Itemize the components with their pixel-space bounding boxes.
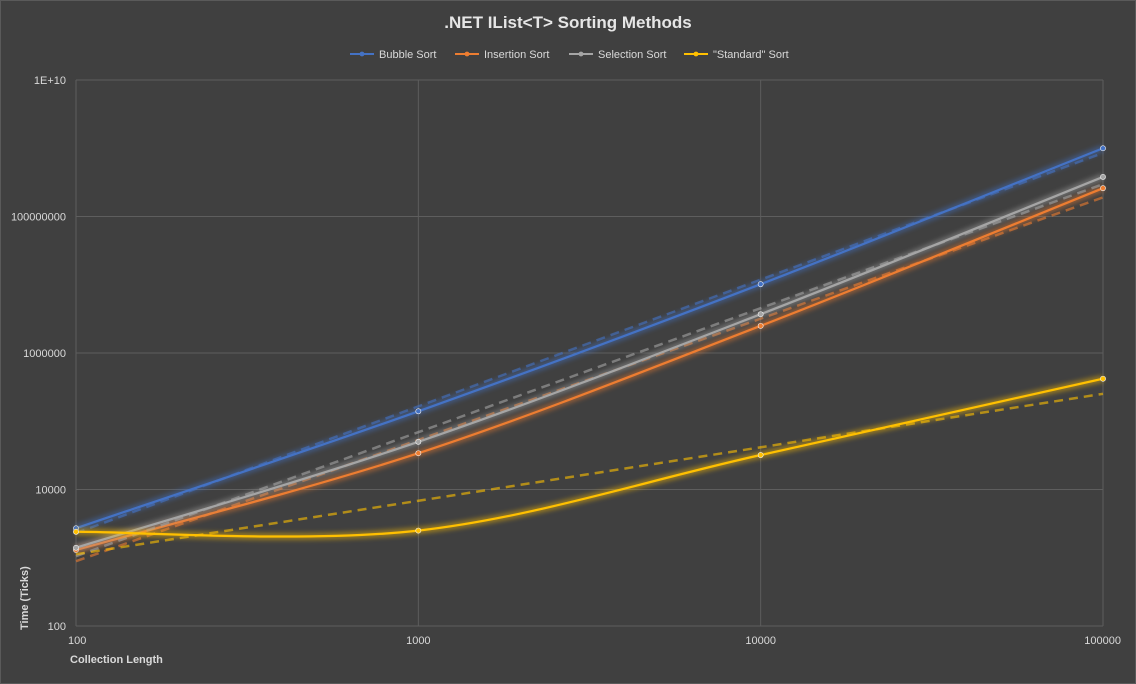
x-tick-label: 100000	[1084, 635, 1121, 647]
data-point	[73, 528, 79, 535]
data-point	[1100, 185, 1106, 192]
y-axis-ticks: 100 10000 1000000 100000000 1E+10	[11, 75, 66, 633]
data-point	[757, 452, 764, 458]
series-3	[73, 375, 1106, 556]
data-point	[757, 322, 764, 329]
legend-item: Selection Sort	[569, 49, 666, 61]
series-line	[75, 377, 1104, 538]
series-line	[75, 147, 1104, 530]
x-axis-ticks: 100 1000 10000 100000	[68, 635, 1121, 647]
data-point	[1100, 375, 1106, 382]
legend-swatch-marker	[693, 51, 699, 57]
data-point	[415, 450, 422, 457]
legend-item: Bubble Sort	[350, 49, 436, 61]
data-point	[757, 311, 764, 318]
x-axis-title: Collection Length	[70, 654, 163, 666]
legend-label: Insertion Sort	[484, 49, 549, 61]
y-axis-title: Time (Ticks)	[19, 566, 31, 630]
chart-title: .NET IList<T> Sorting Methods	[444, 13, 691, 32]
y-tick-label: 1E+10	[34, 75, 66, 87]
grid	[75, 79, 1104, 627]
y-tick-label: 100000000	[11, 212, 66, 224]
x-tick-label: 10000	[745, 635, 776, 647]
series-line	[75, 187, 1104, 552]
data-point	[1100, 145, 1106, 152]
x-tick-label: 100	[68, 635, 86, 647]
legend-label: Selection Sort	[598, 49, 666, 61]
legend-swatch-marker	[464, 51, 470, 57]
plot-series	[73, 144, 1106, 563]
series-line	[75, 175, 1104, 549]
legend: Bubble Sort Insertion Sort Selection Sort "…	[350, 49, 789, 61]
data-point	[73, 544, 79, 551]
data-point	[415, 527, 422, 534]
legend-swatch-marker	[578, 51, 584, 57]
legend-label: Bubble Sort	[379, 49, 436, 61]
y-tick-label: 10000	[35, 485, 66, 497]
y-tick-label: 1000000	[23, 348, 66, 360]
series-2	[73, 173, 1106, 558]
legend-item: Insertion Sort	[455, 49, 549, 61]
x-tick-label: 1000	[406, 635, 430, 647]
data-point	[415, 408, 422, 415]
series-trendline	[75, 392, 1104, 556]
y-tick-label: 100	[48, 621, 66, 633]
legend-label: "Standard" Sort	[713, 49, 789, 61]
data-point	[1100, 174, 1106, 180]
series-0	[73, 144, 1106, 535]
legend-item: "Standard" Sort	[684, 49, 789, 61]
legend-swatch-marker	[359, 51, 365, 57]
data-point	[415, 438, 422, 445]
data-point	[757, 281, 764, 288]
